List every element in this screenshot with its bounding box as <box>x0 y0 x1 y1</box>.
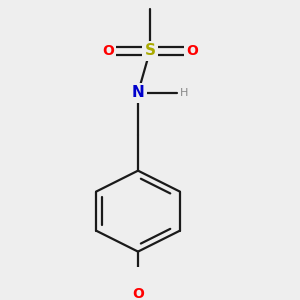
Text: O: O <box>132 286 144 300</box>
Text: H: H <box>180 88 188 98</box>
Text: O: O <box>102 44 114 58</box>
Text: N: N <box>132 85 144 100</box>
Text: S: S <box>145 43 155 58</box>
Text: O: O <box>186 44 198 58</box>
